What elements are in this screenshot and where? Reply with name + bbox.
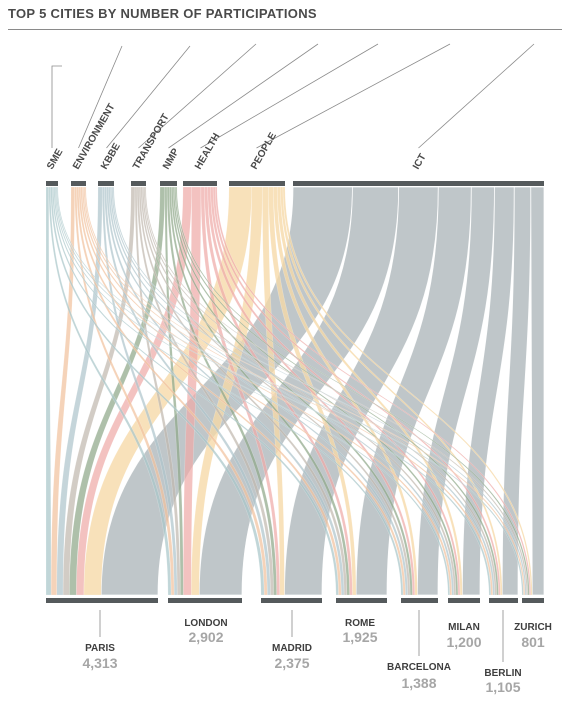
flow-people-to-barcelona — [273, 186, 418, 596]
flow-kbbe-to-berlin — [111, 186, 495, 596]
flow-environment-to-zurich — [84, 186, 526, 596]
city-bar-zurich — [522, 598, 544, 603]
theme-bar-transport — [131, 181, 146, 186]
flow-environment-to-london — [74, 186, 175, 596]
theme-leader-line-transport — [138, 43, 257, 149]
chart-title: TOP 5 CITIES BY NUMBER OF PARTICIPATIONS — [8, 6, 317, 21]
flow-kbbe-to-zurich — [112, 186, 527, 596]
flow-nmp-to-zurich — [175, 186, 530, 596]
city-label-berlin: BERLIN — [484, 668, 521, 679]
flow-transport-to-milan — [142, 186, 457, 596]
flow-health-to-berlin — [212, 186, 501, 596]
flow-environment-to-paris — [50, 186, 75, 596]
city-count-london: 2,902 — [188, 629, 223, 645]
theme-label-nmp: NMP — [161, 146, 182, 171]
flow-kbbe-to-london — [102, 186, 178, 596]
theme-leader-line-sme — [51, 65, 62, 148]
theme-leader-line-ict — [418, 43, 535, 149]
flow-layer — [45, 186, 545, 596]
theme-label-ict: ICT — [411, 152, 429, 171]
flow-health-to-milan — [210, 186, 461, 596]
flow-environment-to-barcelona — [80, 186, 406, 596]
city-label-milan: MILAN — [448, 622, 480, 633]
city-bar-paris — [46, 598, 158, 603]
theme-bar-environment — [71, 181, 86, 186]
flow-health-to-rome — [204, 186, 353, 596]
theme-bar-ict — [293, 181, 544, 186]
flow-environment-to-madrid — [76, 186, 268, 596]
flow-sme-to-barcelona — [53, 186, 404, 596]
city-bar-barcelona — [401, 598, 438, 603]
flow-transport-to-paris — [62, 186, 136, 596]
theme-bar-sme — [46, 181, 58, 186]
flow-sme-to-milan — [54, 186, 450, 596]
city-bar-madrid — [261, 598, 322, 603]
theme-label-kbbe: KBBE — [99, 141, 123, 171]
flow-sme-to-berlin — [55, 186, 492, 596]
flow-health-to-zurich — [215, 186, 532, 596]
flow-people-to-zurich — [282, 186, 533, 596]
flow-transport-to-zurich — [144, 186, 529, 596]
city-count-milan: 1,200 — [446, 634, 481, 650]
theme-leader-line-environment — [78, 45, 123, 149]
flow-people-to-milan — [276, 186, 463, 596]
flow-sme-to-paris — [45, 186, 52, 596]
city-count-paris: 4,313 — [82, 655, 117, 671]
city-bar-berlin — [489, 598, 518, 603]
flow-environment-to-berlin — [83, 186, 493, 596]
theme-label-health: HEALTH — [193, 132, 222, 172]
flow-people-to-berlin — [280, 186, 503, 596]
flow-sme-to-zurich — [56, 186, 524, 596]
city-label-london: LONDON — [184, 618, 227, 629]
city-count-berlin: 1,105 — [485, 679, 520, 695]
theme-bar-nmp — [160, 181, 177, 186]
city-label-zurich: ZURICH — [514, 622, 552, 633]
flow-ict-to-milan — [461, 186, 515, 596]
theme-bar-people — [229, 181, 285, 186]
theme-label-sme: SME — [45, 147, 66, 172]
flow-kbbe-to-barcelona — [108, 186, 408, 596]
theme-label-people: PEOPLE — [249, 131, 279, 172]
flow-transport-to-barcelona — [140, 186, 411, 596]
theme-bar-kbbe — [98, 181, 114, 186]
flow-nmp-to-madrid — [166, 186, 277, 596]
theme-bar-health — [183, 181, 217, 186]
city-count-madrid: 2,375 — [274, 655, 309, 671]
city-bar-milan — [448, 598, 480, 603]
city-label-barcelona: BARCELONA — [387, 662, 451, 673]
flow-ict-to-berlin — [501, 186, 532, 596]
flow-ict-to-barcelona — [417, 186, 495, 596]
flow-ict-to-zurich — [530, 186, 545, 596]
city-count-barcelona: 1,388 — [401, 675, 436, 691]
flow-environment-to-rome — [78, 186, 342, 596]
flow-sme-to-london — [48, 186, 172, 596]
theme-leader-line-kbbe — [106, 45, 191, 149]
flow-transport-to-madrid — [136, 186, 274, 596]
city-count-rome: 1,925 — [342, 629, 377, 645]
flow-sme-to-madrid — [50, 186, 265, 596]
flow-kbbe-to-rome — [106, 186, 345, 596]
city-bar-london — [168, 598, 242, 603]
flow-sme-to-rome — [52, 186, 339, 596]
city-label-madrid: MADRID — [272, 643, 312, 654]
theme-leader-line-nmp — [168, 43, 319, 149]
city-label-paris: PARIS — [85, 643, 115, 654]
city-label-rome: ROME — [345, 618, 375, 629]
city-count-zurich: 801 — [521, 634, 545, 650]
theme-leader-line-health — [200, 43, 379, 149]
flow-nmp-to-milan — [172, 186, 459, 596]
title-divider — [8, 29, 562, 30]
flow-nmp-to-barcelona — [171, 186, 413, 596]
flow-health-to-barcelona — [207, 186, 416, 596]
theme-leader-line-people — [256, 43, 451, 149]
city-bar-rome — [336, 598, 387, 603]
